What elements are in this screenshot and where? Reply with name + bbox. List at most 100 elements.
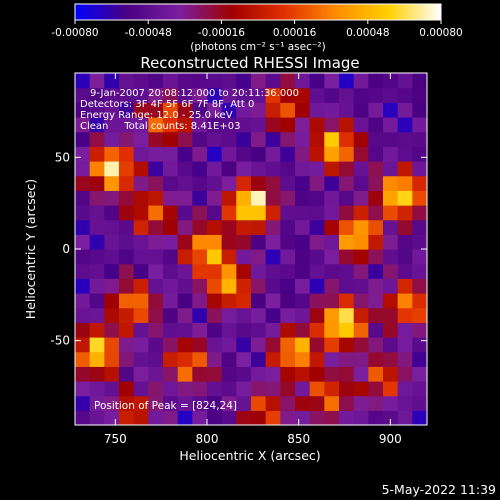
heatmap-cell (353, 234, 369, 250)
heatmap-cell (309, 381, 325, 397)
heatmap-cell (397, 205, 413, 221)
colorbar: -0.00080 -0.00048 -0.00016 0.00016 0.00048 0.… (51, 3, 463, 53)
heatmap-cell (163, 73, 179, 89)
heatmap-cell (309, 351, 325, 367)
heatmap-cell (89, 131, 105, 147)
heatmap-cell (89, 190, 105, 206)
heatmap-cell (368, 381, 384, 397)
heatmap-cell (324, 146, 340, 162)
heatmap-cell (89, 395, 105, 411)
heatmap-cell (104, 175, 120, 191)
heatmap-cell (383, 190, 399, 206)
heatmap-cell (251, 410, 267, 425)
heatmap-cell (177, 146, 193, 162)
heatmap-cell (133, 410, 149, 425)
heatmap-cell (397, 117, 413, 133)
heatmap-cell (251, 278, 267, 294)
heatmap-cell (383, 117, 399, 133)
colorbar-tick-label: -0.00080 (51, 27, 98, 39)
heatmap-cell (104, 337, 120, 353)
heatmap-cell (236, 219, 252, 235)
heatmap-cell (309, 190, 325, 206)
heatmap-cell (119, 263, 135, 279)
heatmap-cell (280, 102, 296, 118)
heatmap-cell (280, 263, 296, 279)
heatmap-cell (75, 190, 91, 206)
heatmap-cell (251, 337, 267, 353)
heatmap-cell (236, 381, 252, 397)
heatmap-cell (177, 351, 193, 367)
heatmap-cell (207, 263, 223, 279)
heatmap-cell (368, 234, 384, 250)
heatmap-cell (207, 131, 223, 147)
heatmap-cell (412, 293, 427, 309)
heatmap-cell (192, 249, 208, 265)
heatmap-cell (119, 307, 135, 323)
heatmap-cell (412, 87, 427, 103)
heatmap-cell (133, 146, 149, 162)
heatmap-cell (75, 293, 91, 309)
heatmap-cell (383, 351, 399, 367)
heatmap-cell (397, 381, 413, 397)
heatmap-cell (265, 293, 281, 309)
heatmap-cell (280, 234, 296, 250)
heatmap-cell (104, 219, 120, 235)
heatmap-cell (295, 219, 311, 235)
heatmap-cell (177, 219, 193, 235)
heatmap-cell (368, 219, 384, 235)
heatmap-cell (397, 87, 413, 103)
heatmap-cell (207, 234, 223, 250)
heatmap-cell (368, 366, 384, 382)
heatmap-cell (368, 278, 384, 294)
heatmap-cell (339, 190, 355, 206)
heatmap-cell (383, 278, 399, 294)
heatmap-cell (397, 337, 413, 353)
heatmap-cell (207, 351, 223, 367)
heatmap-cell (309, 278, 325, 294)
annotation-clean-counts: Clean Total counts: 8.41E+03 (80, 121, 240, 132)
heatmap-cell (368, 161, 384, 177)
heatmap-cell (192, 219, 208, 235)
heatmap-cell (309, 146, 325, 162)
heatmap-cell (177, 337, 193, 353)
heatmap-cell (133, 366, 149, 382)
heatmap-cell (251, 131, 267, 147)
heatmap-cell (368, 249, 384, 265)
heatmap-cell (104, 381, 120, 397)
heatmap-cell (192, 263, 208, 279)
heatmap-cell (324, 263, 340, 279)
heatmap-cell (368, 175, 384, 191)
heatmap-cell (221, 102, 237, 118)
heatmap-cell (221, 351, 237, 367)
heatmap-cell (397, 175, 413, 191)
heatmap-cell (397, 395, 413, 411)
heatmap-cell (324, 381, 340, 397)
heatmap-cell (295, 117, 311, 133)
heatmap-cell (177, 381, 193, 397)
heatmap-cell (221, 366, 237, 382)
heatmap-cell (148, 161, 164, 177)
heatmap-cell (324, 234, 340, 250)
heatmap-cell (339, 131, 355, 147)
heatmap-cell (265, 131, 281, 147)
heatmap-cell (119, 205, 135, 221)
heatmap-cell (295, 146, 311, 162)
heatmap-cell (192, 278, 208, 294)
heatmap-cell (133, 87, 149, 103)
heatmap-cell (280, 249, 296, 265)
heatmap-cell (221, 87, 237, 103)
heatmap-cell (324, 102, 340, 118)
heatmap-cell (353, 278, 369, 294)
heatmap-cell (339, 381, 355, 397)
heatmap-cell (163, 131, 179, 147)
heatmap-cell (177, 293, 193, 309)
heatmap-cell (265, 381, 281, 397)
heatmap-cell (339, 73, 355, 89)
heatmap-cell (383, 322, 399, 338)
heatmap-cell (412, 307, 427, 323)
heatmap-cell (75, 249, 91, 265)
heatmap-cell (251, 263, 267, 279)
heatmap-cell (133, 102, 149, 118)
heatmap-cell (412, 146, 427, 162)
heatmap-cell (75, 175, 91, 191)
